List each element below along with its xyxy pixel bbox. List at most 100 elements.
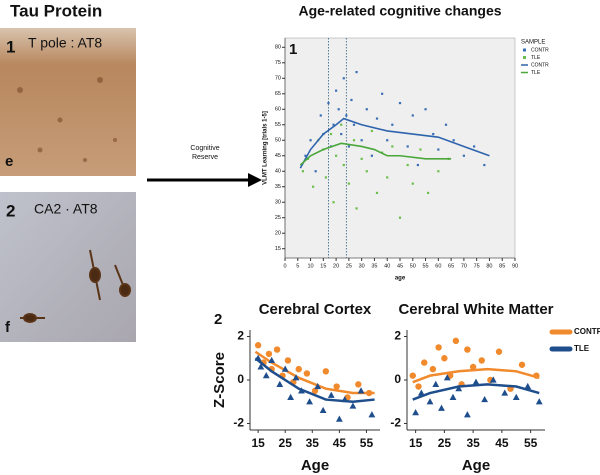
point: [463, 411, 471, 418]
point: [355, 70, 358, 74]
point: [391, 145, 394, 148]
point: [360, 139, 363, 142]
point: [365, 108, 368, 111]
point: [335, 89, 338, 92]
point: [347, 182, 350, 185]
image-letter: e: [5, 153, 13, 170]
point: [349, 402, 357, 409]
point: [386, 139, 389, 142]
point: [309, 139, 312, 142]
x-tick-label: 15: [251, 436, 265, 450]
point: [345, 114, 348, 117]
point: [322, 368, 330, 375]
y-tick-label: 2: [394, 329, 401, 343]
arrow-head: [248, 173, 262, 187]
legend-label: CONTR: [531, 47, 549, 53]
point: [327, 101, 330, 105]
image-letter: f: [5, 319, 11, 336]
point: [352, 139, 356, 142]
point: [350, 98, 353, 102]
point: [295, 365, 302, 373]
point: [449, 393, 457, 400]
point: [398, 101, 402, 105]
point: [319, 406, 327, 414]
point: [368, 411, 376, 418]
point: [495, 348, 503, 355]
point: [352, 123, 356, 126]
point: [337, 108, 340, 111]
point: [311, 387, 319, 395]
y-tick-label: 0: [237, 372, 244, 386]
y-tick-label: 70: [275, 76, 281, 82]
point: [327, 391, 335, 398]
point: [415, 383, 422, 390]
point: [524, 382, 532, 390]
y-tick-label: 40: [275, 169, 281, 175]
x-tick-label: 15: [409, 436, 423, 450]
x-tick-label: 25: [346, 263, 352, 269]
point: [335, 154, 338, 157]
point: [512, 393, 520, 400]
point: [429, 365, 437, 373]
point: [441, 355, 448, 362]
chart-title: Cerebral White Matter: [398, 301, 553, 318]
point: [427, 191, 430, 195]
point: [355, 207, 358, 210]
legend-title: SAMPLE: [521, 40, 545, 46]
point: [426, 398, 434, 405]
x-axis-label: Age: [462, 457, 490, 474]
point: [469, 363, 477, 371]
x-tick-label: 40: [384, 263, 390, 269]
point: [501, 389, 509, 396]
panel-label: 1: [289, 41, 297, 58]
point: [535, 398, 543, 405]
point: [483, 163, 486, 167]
y-tick-label: 35: [275, 184, 281, 190]
point: [342, 163, 345, 167]
point: [438, 404, 445, 411]
point: [365, 170, 368, 173]
y-tick-label: 60: [275, 107, 281, 113]
x-tick-label: 35: [371, 263, 377, 269]
x-tick-label: 10: [307, 263, 313, 269]
point: [411, 182, 414, 185]
point: [406, 163, 409, 167]
point: [406, 145, 409, 148]
point: [312, 185, 315, 188]
point: [416, 163, 419, 167]
y-tick-label: 75: [275, 60, 281, 66]
point: [444, 123, 448, 126]
x-tick-label: 85: [499, 263, 505, 269]
point: [304, 154, 307, 157]
y-tick-label: -2: [390, 416, 401, 430]
trend-line: [254, 357, 375, 403]
point: [386, 176, 389, 179]
x-tick-label: 45: [397, 263, 403, 269]
x-tick-label: 50: [410, 263, 416, 269]
arrow-text: Cognitive: [190, 145, 219, 152]
x-tick-label: 35: [306, 436, 320, 450]
image-label: 1: [6, 37, 15, 56]
legend-label: CONTR: [574, 327, 600, 336]
point: [417, 389, 425, 396]
y-tick-label: 30: [275, 200, 281, 206]
micrograph-texture: [17, 77, 117, 162]
y-tick-label: 65: [275, 91, 281, 97]
point: [284, 357, 292, 364]
point: [268, 356, 276, 364]
x-tick-label: 55: [422, 263, 428, 269]
point: [360, 157, 363, 160]
x-tick-label: 60: [435, 263, 441, 269]
point: [435, 344, 442, 351]
x-tick-label: 0: [283, 263, 286, 269]
point: [432, 132, 435, 136]
x-tick-label: 55: [524, 436, 538, 450]
point: [257, 363, 265, 370]
point: [481, 395, 489, 403]
point: [464, 346, 471, 353]
y-tick-label: 15: [275, 246, 281, 252]
point: [342, 77, 345, 80]
legend-label: TLE: [574, 344, 590, 353]
point: [462, 154, 465, 157]
